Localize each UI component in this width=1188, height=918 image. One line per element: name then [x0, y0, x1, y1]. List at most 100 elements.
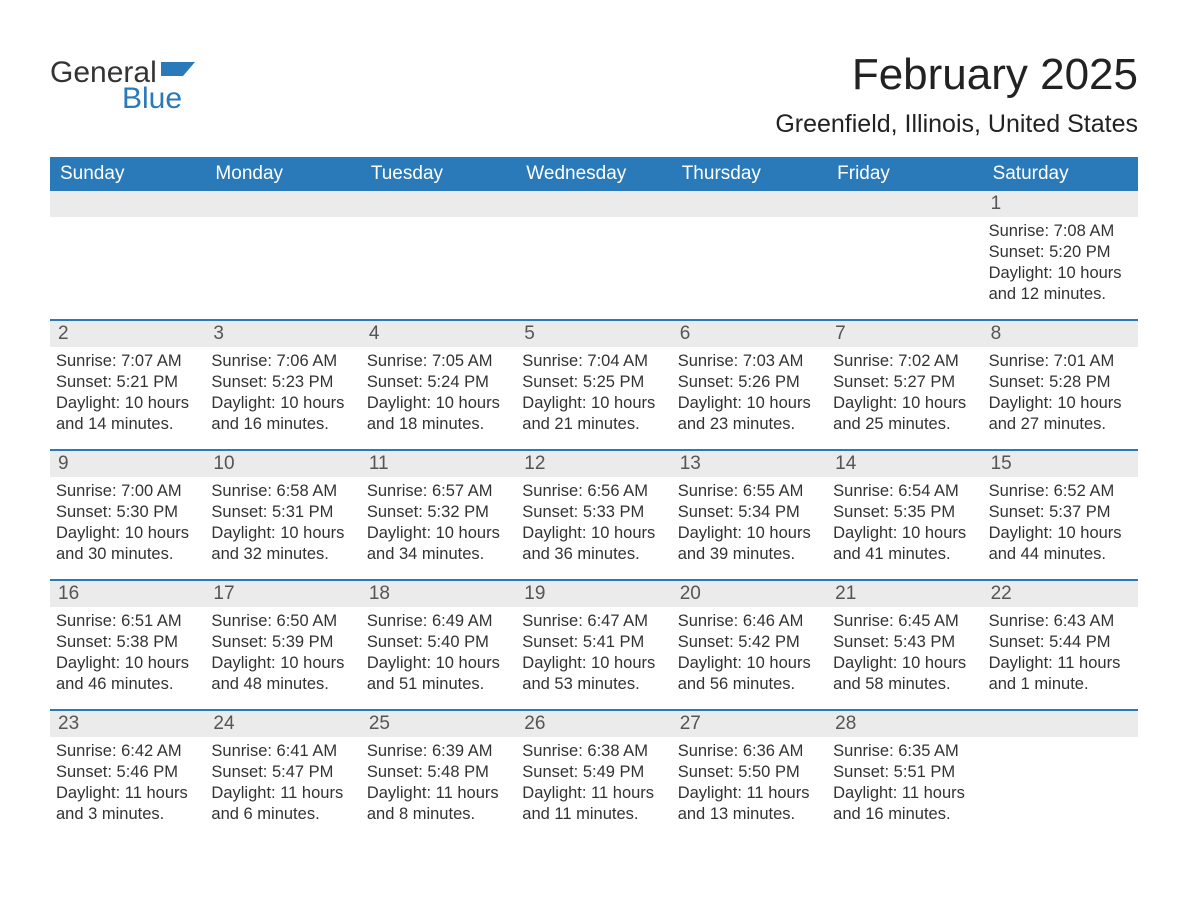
day-cell — [827, 191, 982, 319]
day-cell: 12Sunrise: 6:56 AMSunset: 5:33 PMDayligh… — [516, 451, 671, 579]
week-row: 1Sunrise: 7:08 AMSunset: 5:20 PMDaylight… — [50, 191, 1138, 319]
day-cell: 3Sunrise: 7:06 AMSunset: 5:23 PMDaylight… — [205, 321, 360, 449]
day-body: Sunrise: 7:08 AMSunset: 5:20 PMDaylight:… — [983, 221, 1138, 313]
day-number: 17 — [205, 581, 360, 607]
sunrise-text: Sunrise: 6:39 AM — [367, 741, 510, 762]
day-cell: 21Sunrise: 6:45 AMSunset: 5:43 PMDayligh… — [827, 581, 982, 709]
day-body: Sunrise: 6:41 AMSunset: 5:47 PMDaylight:… — [205, 741, 360, 833]
day-body: Sunrise: 7:00 AMSunset: 5:30 PMDaylight:… — [50, 481, 205, 573]
day-number: 7 — [827, 321, 982, 347]
sunset-text: Sunset: 5:31 PM — [211, 502, 354, 523]
daylight-text: Daylight: 10 hours and 56 minutes. — [678, 653, 821, 695]
day-cell — [50, 191, 205, 319]
day-body: Sunrise: 6:45 AMSunset: 5:43 PMDaylight:… — [827, 611, 982, 703]
day-cell: 27Sunrise: 6:36 AMSunset: 5:50 PMDayligh… — [672, 711, 827, 839]
day-cell: 10 Sunrise: 6:58 AMSunset: 5:31 PMDayligh… — [205, 451, 360, 579]
sunrise-text: Sunrise: 6:45 AM — [833, 611, 976, 632]
sunrise-text: Sunrise: 6:41 AM — [211, 741, 354, 762]
logo-text-blue: Blue — [122, 82, 182, 116]
day-cell: 23 Sunrise: 6:42 AMSunset: 5:46 PMDayligh… — [50, 711, 205, 839]
day-cell: 2 Sunrise: 7:07 AMSunset: 5:21 PMDaylight… — [50, 321, 205, 449]
sunrise-text: Sunrise: 6:46 AM — [678, 611, 821, 632]
day-cell — [516, 191, 671, 319]
day-cell: 28Sunrise: 6:35 AMSunset: 5:51 PMDayligh… — [827, 711, 982, 839]
day-number: 20 — [672, 581, 827, 607]
sunset-text: Sunset: 5:21 PM — [56, 372, 199, 393]
dow-tuesday: Tuesday — [361, 157, 516, 191]
sunset-text: Sunset: 5:32 PM — [367, 502, 510, 523]
daylight-text: Daylight: 11 hours and 8 minutes. — [367, 783, 510, 825]
dow-wednesday: Wednesday — [516, 157, 671, 191]
sunset-text: Sunset: 5:28 PM — [989, 372, 1132, 393]
day-number — [205, 191, 360, 217]
sunset-text: Sunset: 5:41 PM — [522, 632, 665, 653]
sunset-text: Sunset: 5:25 PM — [522, 372, 665, 393]
day-number: 15 — [983, 451, 1138, 477]
sunset-text: Sunset: 5:42 PM — [678, 632, 821, 653]
day-number: 3 — [205, 321, 360, 347]
daylight-text: Daylight: 10 hours and 34 minutes. — [367, 523, 510, 565]
day-number: 16 — [50, 581, 205, 607]
day-number: 14 — [827, 451, 982, 477]
sunrise-text: Sunrise: 6:50 AM — [211, 611, 354, 632]
sunset-text: Sunset: 5:24 PM — [367, 372, 510, 393]
daylight-text: Daylight: 10 hours and 25 minutes. — [833, 393, 976, 435]
day-number: 12 — [516, 451, 671, 477]
day-cell — [361, 191, 516, 319]
daylight-text: Daylight: 10 hours and 14 minutes. — [56, 393, 199, 435]
day-number: 23 — [50, 711, 205, 737]
sunset-text: Sunset: 5:47 PM — [211, 762, 354, 783]
day-cell: 18Sunrise: 6:49 AMSunset: 5:40 PMDayligh… — [361, 581, 516, 709]
sunset-text: Sunset: 5:39 PM — [211, 632, 354, 653]
sunrise-text: Sunrise: 6:52 AM — [989, 481, 1132, 502]
day-body: Sunrise: 6:39 AMSunset: 5:48 PMDaylight:… — [361, 741, 516, 833]
day-number — [983, 711, 1138, 737]
sunrise-text: Sunrise: 6:54 AM — [833, 481, 976, 502]
sunset-text: Sunset: 5:43 PM — [833, 632, 976, 653]
day-number: 26 — [516, 711, 671, 737]
daylight-text: Daylight: 10 hours and 12 minutes. — [989, 263, 1132, 305]
day-body: Sunrise: 6:55 AMSunset: 5:34 PMDaylight:… — [672, 481, 827, 573]
day-body: Sunrise: 7:04 AMSunset: 5:25 PMDaylight:… — [516, 351, 671, 443]
sunrise-text: Sunrise: 6:58 AM — [211, 481, 354, 502]
day-cell — [983, 711, 1138, 839]
daylight-text: Daylight: 10 hours and 46 minutes. — [56, 653, 199, 695]
day-number: 24 — [205, 711, 360, 737]
day-cell: 17Sunrise: 6:50 AMSunset: 5:39 PMDayligh… — [205, 581, 360, 709]
title-block: February 2025 Greenfield, Illinois, Unit… — [775, 50, 1138, 153]
day-number: 2 — [50, 321, 205, 347]
sunrise-text: Sunrise: 6:47 AM — [522, 611, 665, 632]
day-body: Sunrise: 6:42 AMSunset: 5:46 PMDaylight:… — [50, 741, 205, 833]
day-number: 10 — [205, 451, 360, 477]
day-body: Sunrise: 7:02 AMSunset: 5:27 PMDaylight:… — [827, 351, 982, 443]
day-cell — [672, 191, 827, 319]
sunset-text: Sunset: 5:30 PM — [56, 502, 199, 523]
day-cell: 16Sunrise: 6:51 AMSunset: 5:38 PMDayligh… — [50, 581, 205, 709]
dow-sunday: Sunday — [50, 157, 205, 191]
sunrise-text: Sunrise: 6:42 AM — [56, 741, 199, 762]
daylight-text: Daylight: 10 hours and 23 minutes. — [678, 393, 821, 435]
day-body: Sunrise: 6:46 AMSunset: 5:42 PMDaylight:… — [672, 611, 827, 703]
day-body: Sunrise: 6:57 AMSunset: 5:32 PMDaylight:… — [361, 481, 516, 573]
dow-thursday: Thursday — [672, 157, 827, 191]
day-number: 28 — [827, 711, 982, 737]
day-number: 18 — [361, 581, 516, 607]
sunrise-text: Sunrise: 6:36 AM — [678, 741, 821, 762]
sunset-text: Sunset: 5:38 PM — [56, 632, 199, 653]
sunrise-text: Sunrise: 7:08 AM — [989, 221, 1132, 242]
sunset-text: Sunset: 5:46 PM — [56, 762, 199, 783]
day-body: Sunrise: 7:07 AMSunset: 5:21 PMDaylight:… — [50, 351, 205, 443]
day-body: Sunrise: 7:01 AMSunset: 5:28 PMDaylight:… — [983, 351, 1138, 443]
day-body: Sunrise: 6:47 AMSunset: 5:41 PMDaylight:… — [516, 611, 671, 703]
day-cell: 7 Sunrise: 7:02 AMSunset: 5:27 PMDaylight… — [827, 321, 982, 449]
daylight-text: Daylight: 10 hours and 53 minutes. — [522, 653, 665, 695]
daylight-text: Daylight: 11 hours and 16 minutes. — [833, 783, 976, 825]
day-cell: 26Sunrise: 6:38 AMSunset: 5:49 PMDayligh… — [516, 711, 671, 839]
day-number: 4 — [361, 321, 516, 347]
sunset-text: Sunset: 5:37 PM — [989, 502, 1132, 523]
day-body: Sunrise: 6:58 AMSunset: 5:31 PMDaylight:… — [205, 481, 360, 573]
sunset-text: Sunset: 5:48 PM — [367, 762, 510, 783]
day-number — [672, 191, 827, 217]
sunset-text: Sunset: 5:51 PM — [833, 762, 976, 783]
sunrise-text: Sunrise: 6:49 AM — [367, 611, 510, 632]
